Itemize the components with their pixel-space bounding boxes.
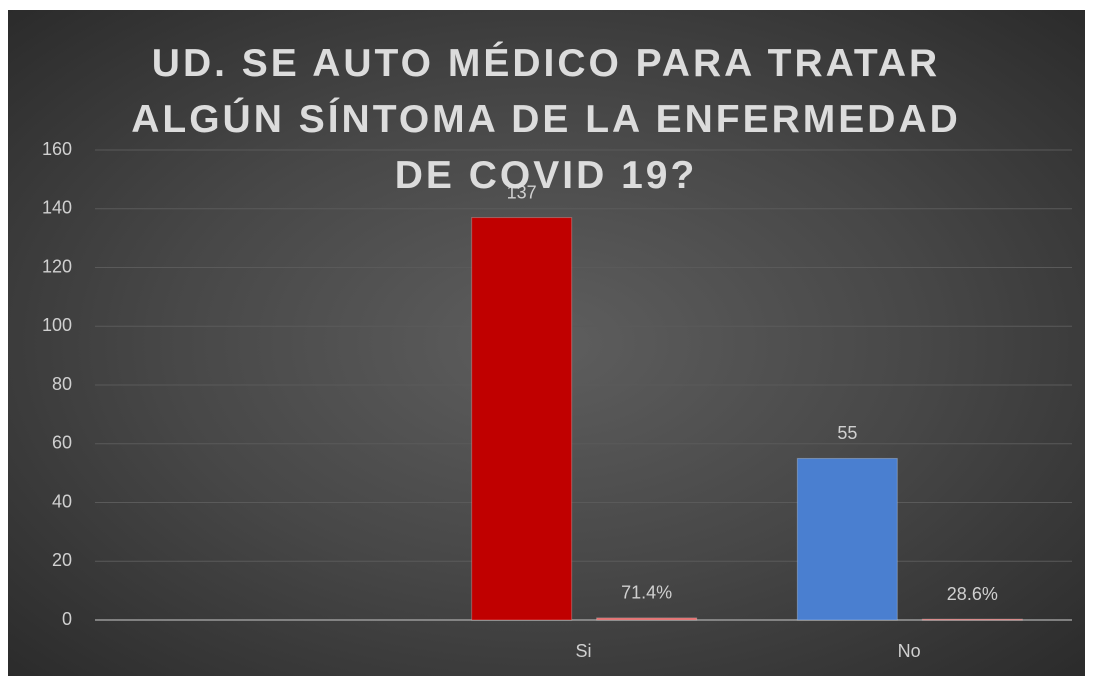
data-label: 71.4% (621, 583, 672, 603)
chart-title: UD. SE AUTO MÉDICO PARA TRATAR ALGÚN SÍN… (131, 42, 961, 197)
y-tick-label: 80 (52, 374, 72, 394)
y-tick-label: 120 (42, 256, 72, 276)
data-label: 137 (507, 182, 537, 202)
y-tick-label: 100 (42, 315, 72, 335)
bar (921, 618, 1023, 621)
x-tick-label: No (898, 641, 921, 661)
y-tick-label: 0 (62, 609, 72, 629)
y-tick-label: 40 (52, 491, 72, 511)
data-label: 28.6% (947, 584, 998, 604)
bar (471, 217, 573, 621)
y-tick-label: 160 (42, 139, 72, 159)
bar (596, 617, 698, 621)
y-tick-label: 140 (42, 198, 72, 218)
data-label: 55 (837, 423, 857, 443)
y-tick-label: 60 (52, 433, 72, 453)
bar (796, 457, 898, 621)
x-tick-label: Si (575, 641, 591, 661)
y-tick-label: 20 (52, 550, 72, 570)
